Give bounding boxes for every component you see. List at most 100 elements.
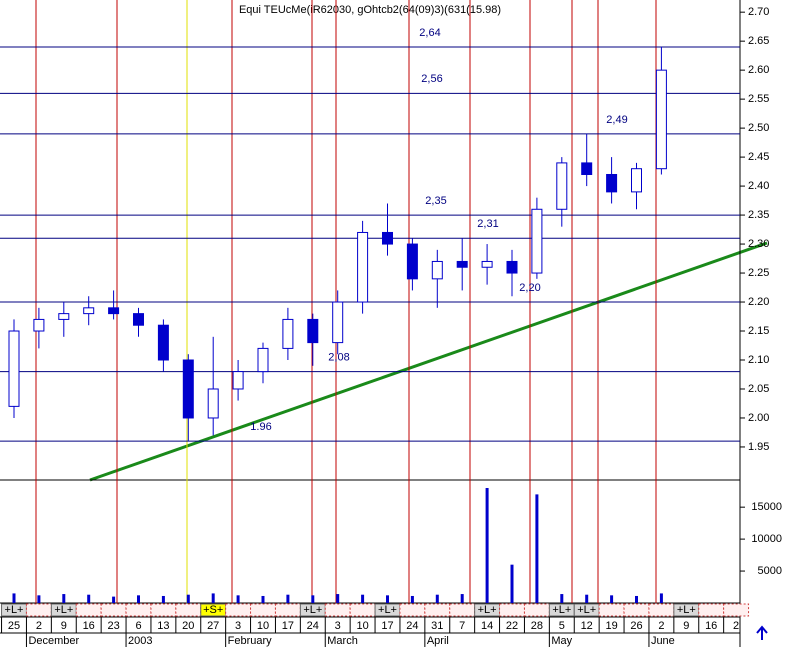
volume-bar: [62, 594, 66, 603]
y-tick-label: 2.55: [748, 93, 769, 105]
x-tick-label: 10: [257, 620, 269, 632]
candle-body: [406, 243, 418, 280]
volume-tick-label: 5000: [758, 565, 782, 577]
candle-body: [581, 162, 593, 175]
y-tick-label: 2.05: [748, 383, 769, 395]
candle-body: [431, 260, 443, 280]
x-tick-label: 13: [157, 620, 169, 632]
signal-label: +L+: [577, 604, 596, 616]
candle-body: [655, 69, 667, 170]
level-label: 2,20: [519, 282, 540, 294]
x-tick-label: 2: [36, 620, 42, 632]
volume-bar: [386, 595, 389, 603]
x-tick-label: 16: [83, 620, 95, 632]
signal-box: [150, 603, 177, 617]
signal-box: [274, 603, 301, 617]
candle-body: [133, 313, 144, 326]
candle-body: [207, 388, 219, 419]
signal-box: [623, 603, 650, 617]
y-tick-label: 2.70: [748, 6, 769, 18]
candle-body: [282, 318, 294, 349]
volume-bar: [460, 594, 464, 603]
candle-body: [157, 324, 169, 361]
volume-tick-label: 15000: [751, 501, 782, 513]
month-label: April: [427, 635, 449, 647]
y-tick-label: 2.20: [748, 296, 769, 308]
x-tick-label: 10: [356, 620, 368, 632]
level-label: 2,56: [421, 73, 442, 85]
x-tick-label: 22: [506, 620, 518, 632]
volume-bar: [311, 595, 315, 603]
volume-bar: [510, 564, 514, 603]
x-tick-label: 16: [705, 620, 717, 632]
x-tick-label: 17: [381, 620, 393, 632]
signal-box: [225, 603, 252, 617]
candle-body: [83, 307, 95, 315]
signal-box: [349, 603, 376, 617]
candle-body: [382, 231, 393, 245]
signal-box: [523, 603, 550, 617]
x-tick-label: 9: [683, 620, 689, 632]
candle-body: [108, 307, 120, 315]
volume-bar: [137, 595, 140, 603]
volume-bar: [336, 594, 340, 603]
signal-label: +L+: [303, 604, 322, 616]
x-tick-label: 12: [581, 620, 593, 632]
x-tick-label: 3: [335, 620, 341, 632]
x-tick-label: 2: [658, 620, 664, 632]
x-tick-label: 24: [406, 620, 418, 632]
candle-body: [232, 371, 244, 390]
level-label: 2,35: [425, 195, 446, 207]
x-tick-label: 3: [235, 620, 241, 632]
y-tick-label: 2.15: [748, 325, 769, 337]
month-label: June: [651, 635, 675, 647]
volume-bar: [236, 595, 240, 603]
signal-label: +L+: [378, 604, 397, 616]
y-tick-label: 2.60: [748, 64, 769, 76]
volume-bar: [585, 594, 589, 603]
x-tick-label: 26: [630, 620, 642, 632]
month-label: 2003: [128, 635, 152, 647]
signal-box: [449, 603, 476, 617]
signal-box: [698, 603, 725, 617]
candle-body: [506, 260, 518, 274]
volume-bar: [12, 593, 16, 603]
signal-box: [100, 603, 127, 617]
signal-box: [175, 603, 202, 617]
signal-box: [374, 603, 401, 617]
y-tick-label: 2.40: [748, 180, 769, 192]
signal-label: +L+: [54, 604, 73, 616]
scroll-arrow[interactable]: [756, 625, 768, 640]
month-label: February: [228, 635, 273, 647]
y-tick-label: 2.65: [748, 35, 769, 47]
candle-body: [8, 330, 20, 407]
month-label: March: [327, 635, 358, 647]
y-tick-label: 2.35: [748, 209, 769, 221]
candle-body: [33, 318, 45, 332]
candle-body: [606, 173, 618, 193]
y-tick-label: 2.50: [748, 122, 769, 134]
volume-bar: [410, 595, 414, 603]
level-label: 2,08: [328, 352, 349, 364]
signal-box: [1, 603, 27, 617]
y-tick-label: 2.30: [748, 238, 769, 250]
signal-box: [723, 603, 750, 617]
x-tick-label: 2: [733, 620, 739, 632]
signal-box: [499, 603, 525, 617]
candle-body: [556, 162, 568, 210]
signal-box: [75, 603, 102, 617]
candle-body: [307, 318, 319, 344]
volume-bar: [186, 594, 190, 603]
candle-body: [257, 347, 269, 373]
signal-box: [424, 603, 451, 617]
level-label: 2,64: [419, 27, 440, 39]
level-label: 2,31: [477, 218, 498, 230]
x-tick-label: 6: [135, 620, 141, 632]
month-label: December: [28, 635, 79, 647]
volume-tick-label: 10000: [751, 533, 782, 545]
signal-label: +L+: [677, 604, 696, 616]
signal-label: +L+: [5, 604, 24, 616]
volume-bar: [361, 594, 365, 603]
volume-bar: [635, 595, 638, 603]
